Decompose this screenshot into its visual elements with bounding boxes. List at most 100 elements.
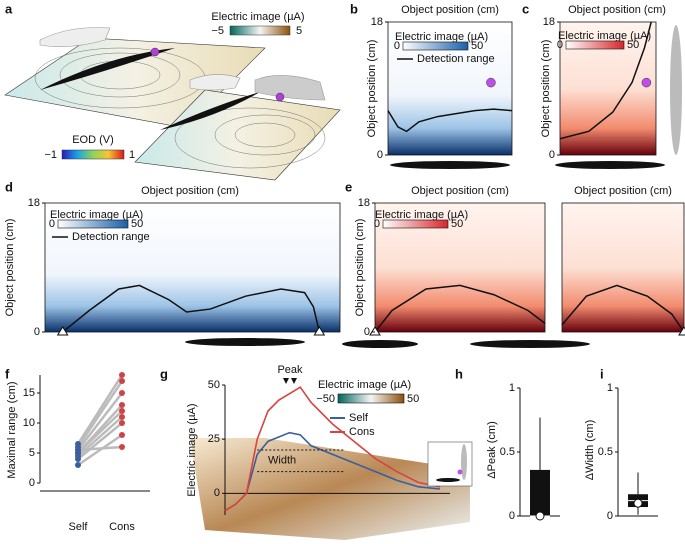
range-limit-marker <box>678 326 685 336</box>
y-tick-label: 0 <box>377 149 383 161</box>
pair-line <box>76 380 124 448</box>
y-axis-label: Electric image (µA) <box>186 403 198 496</box>
series-line <box>224 386 441 512</box>
detection-line <box>561 284 685 333</box>
panel-label: g <box>160 366 168 381</box>
pair-line <box>76 374 124 445</box>
panel-label: e <box>345 179 352 194</box>
y-tick-label: 0 <box>607 510 613 522</box>
peak-arrow <box>291 378 297 384</box>
colorbar-tick: −5 <box>211 25 224 37</box>
pair-line <box>77 445 123 452</box>
panel-label: d <box>5 179 13 194</box>
fish-silhouette <box>470 340 590 348</box>
y-tick-label: 18 <box>371 16 383 28</box>
fish-silhouette <box>670 25 682 155</box>
point <box>75 447 81 453</box>
colorbar-label: Electric image (µA) <box>50 209 143 221</box>
y-tick-label: 15 <box>23 387 35 399</box>
inset-object <box>457 469 463 475</box>
panel-title: Object position (cm) <box>574 185 672 197</box>
pair-line <box>77 410 123 454</box>
point <box>119 408 125 414</box>
detection-line <box>374 284 546 333</box>
panel-label: c <box>522 1 529 16</box>
colorbar <box>565 40 625 50</box>
colorbar-tick: 0 <box>557 39 563 51</box>
colorbar-label: Electric image (µA) <box>395 31 488 43</box>
y-tick-label: 25 <box>208 433 220 445</box>
y-axis-label: Object position (cm) <box>540 40 552 138</box>
colorbar-tick: 50 <box>407 393 419 405</box>
pair-line <box>77 433 123 467</box>
y-tick-label: 0 <box>34 326 40 338</box>
y-axis-label: Maximal range (cm) <box>6 381 18 478</box>
y-axis-label: Object position (cm) <box>354 219 366 317</box>
point <box>119 444 125 450</box>
legend-label: Cons <box>349 426 375 438</box>
point <box>119 432 125 438</box>
y-axis-label: Object position (cm) <box>366 40 378 138</box>
y-axis-label: Object position (cm) <box>4 219 16 317</box>
legend-label: Detection range <box>72 231 150 243</box>
y-tick-label: 0 <box>509 510 515 522</box>
fish-silhouette <box>390 161 510 169</box>
panel-title: Object position (cm) <box>401 4 499 16</box>
y-tick-label: 0 <box>549 149 555 161</box>
pair-line <box>77 422 123 460</box>
colorbar-tick: 50 <box>131 218 143 230</box>
fish-silhouette <box>185 338 305 346</box>
point <box>75 462 81 468</box>
colorbar-tick: −50 <box>316 393 335 405</box>
heatmap <box>561 202 685 333</box>
mean <box>535 511 545 521</box>
point <box>119 378 125 384</box>
colorbar-label: EOD (V) <box>72 134 114 146</box>
box <box>530 469 550 516</box>
y-tick-label: 50 <box>208 379 220 391</box>
y-tick-label: 10 <box>23 417 35 429</box>
annotation: Width <box>268 455 296 467</box>
colorbar-tick: 50 <box>451 218 463 230</box>
y-tick-label: 18 <box>358 197 370 209</box>
y-tick-label: 5 <box>29 447 35 459</box>
fish-silhouette <box>342 340 418 348</box>
y-tick-label: 0 <box>29 477 35 489</box>
range-limit-marker <box>313 326 326 336</box>
y-tick-label: 0 <box>364 326 370 338</box>
panel-title: Object position (cm) <box>568 4 666 16</box>
y-tick-label: 1 <box>607 382 613 394</box>
annotation: Peak <box>277 364 303 376</box>
colorbar-tick: −1 <box>44 149 57 161</box>
object-marker <box>641 77 652 88</box>
inset-fish <box>436 478 460 482</box>
colorbar <box>402 41 469 51</box>
panel-label: h <box>455 366 463 381</box>
legend-label: Detection range <box>417 53 495 65</box>
y-tick-label: 1 <box>509 382 515 394</box>
y-tick-label: 18 <box>28 197 40 209</box>
colorbar-tick: 0 <box>49 218 55 230</box>
point <box>119 372 125 378</box>
colorbar-tick: 0 <box>374 218 380 230</box>
panel-label: b <box>350 1 358 16</box>
colorbar-label: Electric image (µA) <box>318 379 411 391</box>
colorbar <box>337 393 405 404</box>
point <box>75 456 81 462</box>
y-axis-label: ΔWidth (cm) <box>584 420 596 481</box>
colorbar-tick: 1 <box>129 149 135 161</box>
y-tick-label: 0 <box>214 487 220 499</box>
y-tick-label: 0.5 <box>598 446 613 458</box>
legend-label: Self <box>349 412 369 424</box>
colorbar <box>57 219 129 229</box>
object-marker <box>486 77 496 88</box>
x-tick-label: Cons <box>109 521 135 533</box>
point <box>119 414 125 420</box>
detection-line <box>62 284 321 333</box>
colorbar <box>382 219 449 229</box>
mean <box>633 498 643 508</box>
series-line <box>224 431 441 512</box>
colorbar-tick: 0 <box>394 40 400 52</box>
x-tick-label: Self <box>69 521 89 533</box>
